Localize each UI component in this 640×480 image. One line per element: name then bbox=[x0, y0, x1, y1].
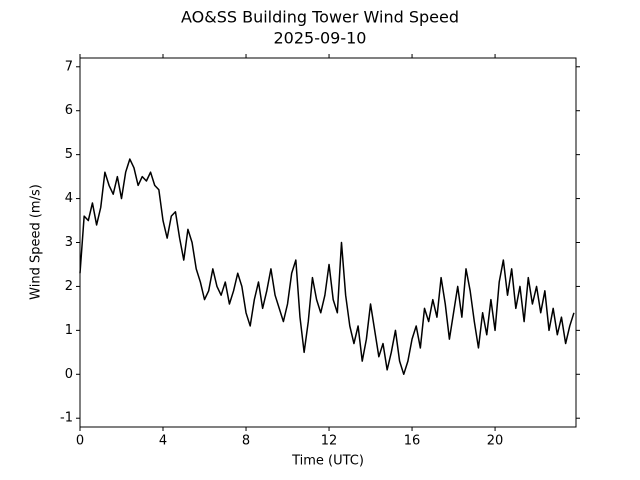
data-line bbox=[79, 158, 575, 376]
chart-subtitle: 2025-09-10 bbox=[274, 29, 367, 48]
chart-title: AO&SS Building Tower Wind Speed bbox=[181, 8, 459, 27]
x-tick-label: 16 bbox=[404, 434, 421, 449]
y-axis-label: Wind Speed (m/s) bbox=[29, 184, 44, 300]
y-tick-label: 2 bbox=[65, 279, 73, 294]
y-tick-label: 7 bbox=[65, 59, 73, 74]
x-tick-label: 0 bbox=[76, 434, 84, 449]
x-axis-label: Time (UTC) bbox=[291, 454, 364, 469]
x-tick-label: 4 bbox=[159, 434, 167, 449]
y-tick-label: 1 bbox=[65, 323, 73, 338]
x-tick-label: 20 bbox=[487, 434, 504, 449]
y-tick-label: 5 bbox=[65, 147, 73, 162]
y-tick-label: -1 bbox=[60, 411, 73, 426]
x-tick-label: 8 bbox=[242, 434, 250, 449]
x-tick-label: 12 bbox=[321, 434, 338, 449]
y-tick-label: 0 bbox=[65, 367, 73, 382]
y-tick-label: 6 bbox=[65, 103, 73, 118]
plot-frame bbox=[79, 57, 577, 428]
y-tick-label: 4 bbox=[65, 191, 73, 206]
y-tick-label: 3 bbox=[65, 235, 73, 250]
